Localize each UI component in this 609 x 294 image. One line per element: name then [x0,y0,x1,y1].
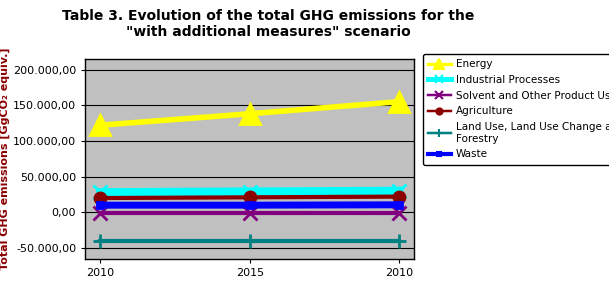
Y-axis label: Total GHG emissions [GgCO₂ equiv.]: Total GHG emissions [GgCO₂ equiv.] [0,48,10,270]
Legend: Energy, Industrial Processes, Solvent and Other Product Use, Agriculture, Land U: Energy, Industrial Processes, Solvent an… [423,54,609,165]
Text: Table 3. Evolution of the total GHG emissions for the
"with additional measures": Table 3. Evolution of the total GHG emis… [62,9,474,39]
